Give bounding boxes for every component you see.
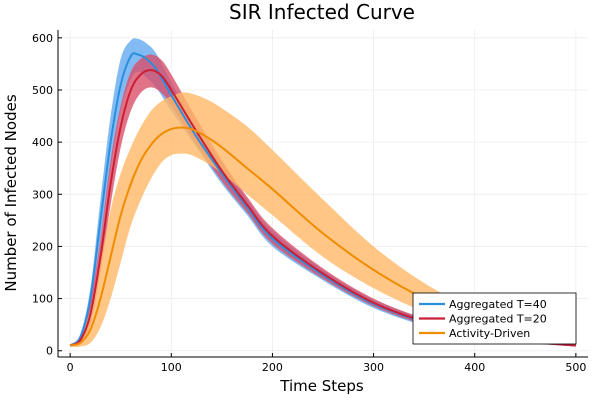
chart-title: SIR Infected Curve — [229, 0, 415, 24]
y-tick-label: 300 — [32, 188, 53, 201]
line-activity-driven — [69, 126, 577, 347]
y-tick-label: 200 — [32, 240, 53, 253]
x-tick-label: 200 — [262, 361, 283, 374]
legend-label-activity-driven: Activity-Driven — [449, 327, 530, 340]
legend-label-aggregated-t-40: Aggregated T=40 — [449, 298, 547, 311]
line-layer — [69, 52, 577, 347]
y-tick-label: 600 — [32, 32, 53, 45]
y-tick-label: 0 — [46, 345, 53, 358]
band-activity-driven — [70, 92, 576, 347]
band-layer — [70, 38, 576, 347]
x-tick-label: 500 — [565, 361, 586, 374]
x-tick-label: 300 — [363, 361, 384, 374]
band-aggregated-t-40 — [70, 38, 576, 347]
legend: Aggregated T=40 Aggregated T=20Activity-D… — [412, 292, 577, 345]
x-tick-label: 0 — [67, 361, 74, 374]
legend-label-aggregated-t-20: Aggregated T=20 — [449, 313, 547, 326]
x-axis-label: Time Steps — [279, 377, 364, 395]
axis-layer: 0 100 200 300 400 500 0 100 200 300 400 500 600 — [32, 30, 588, 374]
y-axis-label: Number of Infected Nodes — [2, 94, 20, 291]
line-aggregated-t-20 — [69, 69, 576, 347]
y-tick-label: 100 — [32, 293, 53, 306]
x-tick-label: 400 — [464, 361, 485, 374]
y-tick-label: 500 — [32, 84, 53, 97]
y-tick-label: 400 — [32, 136, 53, 149]
x-tick-label: 100 — [161, 361, 182, 374]
